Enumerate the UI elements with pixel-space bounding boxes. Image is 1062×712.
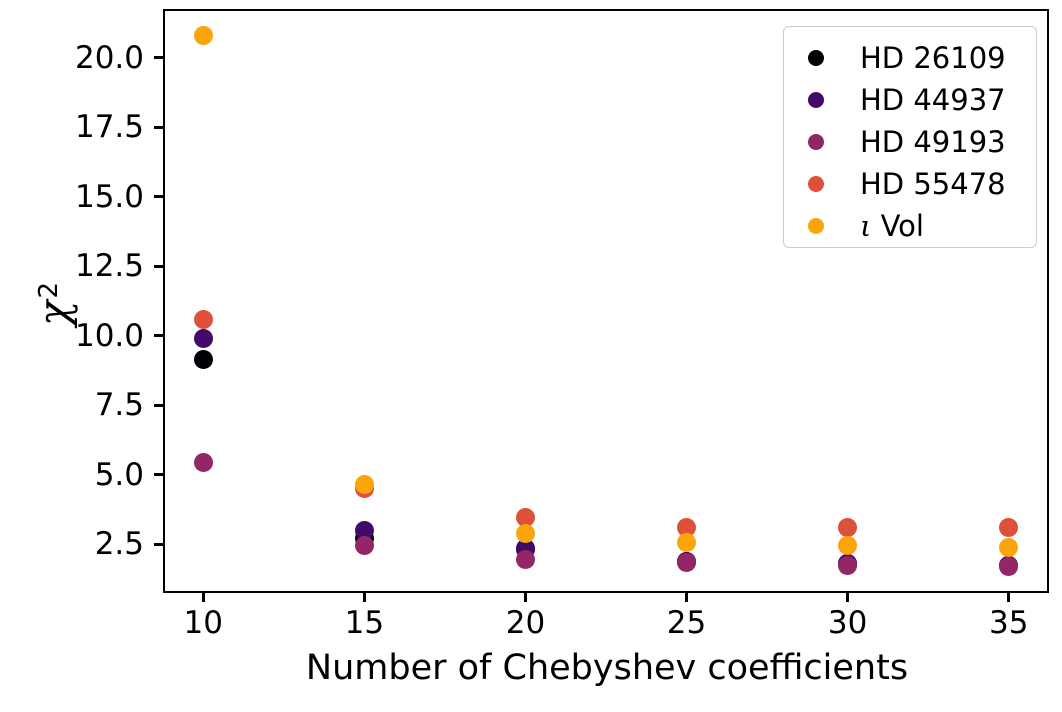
legend-item-label: ι Vol bbox=[860, 209, 924, 243]
legend-marker-icon bbox=[808, 134, 824, 150]
y-tick-label: 2.5 bbox=[94, 526, 144, 563]
y-tick-mark bbox=[154, 403, 163, 407]
x-tick-label: 35 bbox=[988, 605, 1029, 641]
plot-area bbox=[163, 9, 1049, 593]
data-point-hd-44937 bbox=[354, 520, 374, 540]
iota-symbol: ι bbox=[860, 209, 872, 243]
legend-marker-icon bbox=[808, 176, 824, 192]
data-point-hd-55478 bbox=[515, 508, 535, 528]
y-tick-label: 20.0 bbox=[74, 39, 144, 76]
y-tick-mark bbox=[154, 195, 163, 199]
data-point-hd-49193 bbox=[999, 557, 1019, 577]
y-tick-label: 17.5 bbox=[74, 109, 144, 146]
data-point-hd-49193 bbox=[193, 452, 213, 472]
legend-item-label: HD 55478 bbox=[860, 167, 1006, 201]
legend-item: HD 55478 bbox=[784, 163, 1036, 205]
y-tick-label: 5.0 bbox=[94, 456, 144, 493]
x-tick-label: 10 bbox=[183, 605, 223, 641]
x-tick-label: 15 bbox=[344, 605, 385, 641]
chi-symbol: χ bbox=[28, 300, 78, 326]
data-point-hd-55478 bbox=[677, 518, 697, 538]
data-point-hd-55478 bbox=[193, 309, 213, 329]
data-point-ι-vol bbox=[838, 536, 858, 556]
data-point-hd-49193 bbox=[515, 550, 535, 570]
legend-item-label: HD 49193 bbox=[860, 125, 1006, 159]
y-tick-mark bbox=[154, 473, 163, 477]
x-tick-label: 30 bbox=[827, 605, 868, 641]
data-point-hd-49193 bbox=[354, 536, 374, 556]
y-tick-mark bbox=[154, 334, 163, 338]
data-point-hd-49193 bbox=[677, 552, 697, 572]
data-point-hd-26109 bbox=[193, 349, 213, 369]
x-tick-mark bbox=[1007, 593, 1011, 602]
legend-marker-icon bbox=[808, 218, 824, 234]
x-tick-label: 25 bbox=[666, 605, 707, 641]
x-tick-mark bbox=[362, 593, 366, 602]
data-point-hd-55478 bbox=[999, 518, 1019, 538]
y-tick-mark bbox=[154, 125, 163, 129]
legend-marker-icon bbox=[808, 92, 824, 108]
legend-marker-icon bbox=[808, 50, 824, 66]
y-tick-mark bbox=[154, 264, 163, 268]
y-tick-label: 7.5 bbox=[94, 387, 144, 424]
x-tick-mark bbox=[523, 593, 527, 602]
data-point-ι-vol bbox=[999, 537, 1019, 557]
data-point-hd-44937 bbox=[193, 329, 213, 349]
y-tick-mark bbox=[154, 542, 163, 546]
x-tick-mark bbox=[846, 593, 850, 602]
legend-item: HD 26109 bbox=[784, 37, 1036, 79]
legend: HD 26109 HD 44937 HD 49193 HD 55478 ι Vol bbox=[783, 26, 1037, 248]
data-point-hd-55478 bbox=[838, 518, 858, 538]
x-tick-mark bbox=[685, 593, 689, 602]
x-tick-mark bbox=[201, 593, 205, 602]
x-axis-label: Number of Chebyshev coefficients bbox=[305, 648, 909, 688]
y-tick-label: 15.0 bbox=[74, 178, 144, 215]
data-point-ι-vol bbox=[193, 25, 213, 45]
data-point-ι-vol bbox=[515, 523, 535, 543]
legend-item: HD 49193 bbox=[784, 121, 1036, 163]
legend-item: HD 44937 bbox=[784, 79, 1036, 121]
x-tick-label: 20 bbox=[505, 605, 546, 641]
data-point-ι-vol bbox=[677, 533, 697, 553]
data-point-hd-49193 bbox=[838, 555, 858, 575]
y-tick-label: 10.0 bbox=[74, 317, 144, 354]
chi-exponent: 2 bbox=[34, 282, 64, 299]
data-point-ι-vol bbox=[354, 475, 374, 495]
legend-item-label: HD 44937 bbox=[860, 83, 1006, 117]
legend-item-label: HD 26109 bbox=[860, 41, 1006, 75]
y-tick-mark bbox=[154, 56, 163, 60]
legend-item: ι Vol bbox=[784, 205, 1036, 247]
y-tick-label: 12.5 bbox=[74, 248, 144, 285]
